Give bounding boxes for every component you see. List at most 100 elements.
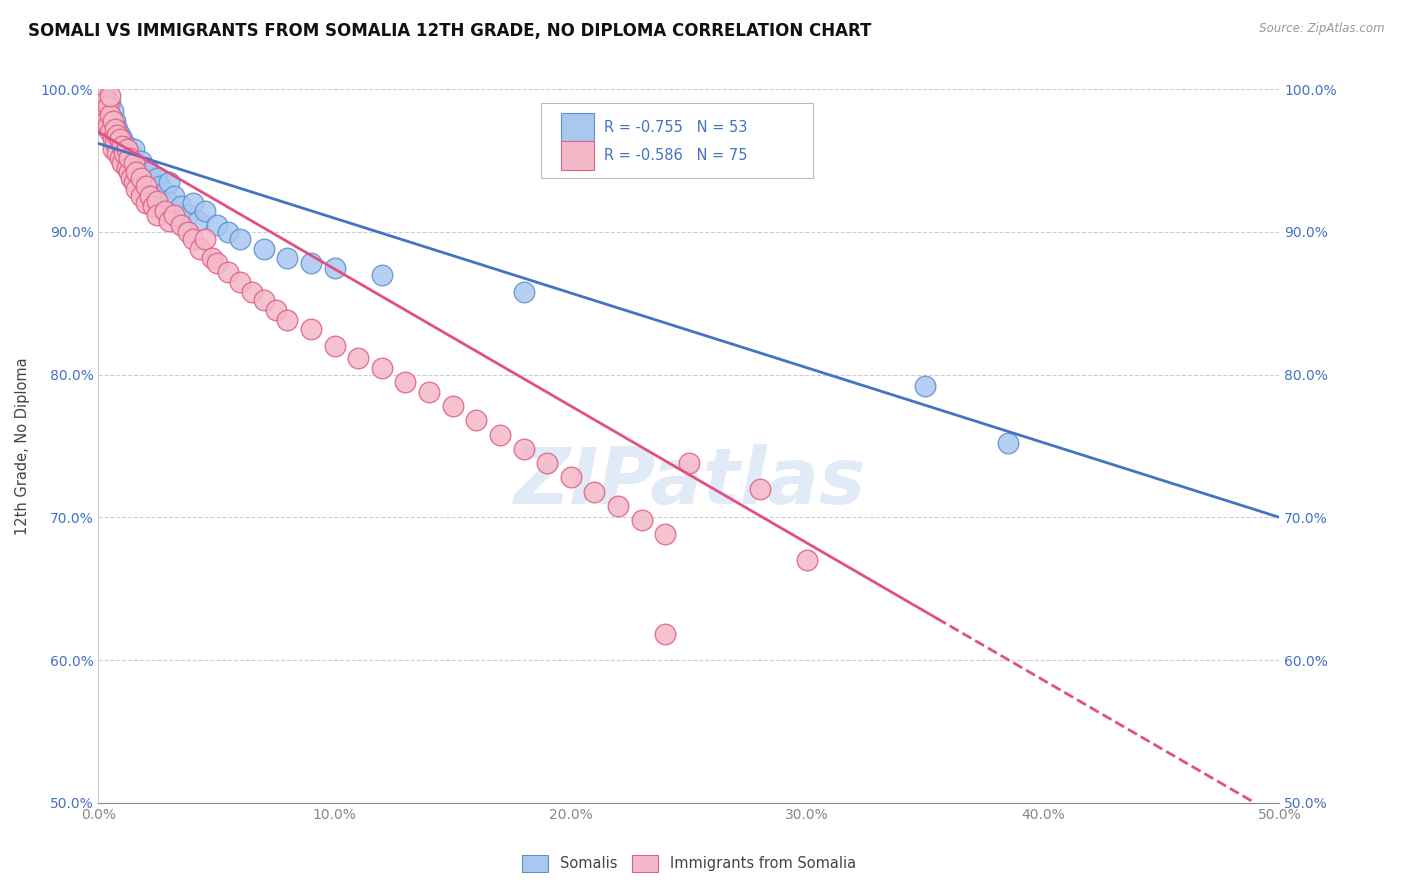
Point <box>654 527 676 541</box>
Point <box>299 322 322 336</box>
Point <box>418 384 440 399</box>
Y-axis label: 12th Grade, No Diploma: 12th Grade, No Diploma <box>15 357 30 535</box>
Point <box>512 442 534 456</box>
Point <box>142 199 165 213</box>
Point <box>94 94 117 108</box>
Point <box>125 165 148 179</box>
Point <box>217 265 239 279</box>
Point <box>97 99 120 113</box>
Point <box>122 156 145 170</box>
Point <box>187 213 209 227</box>
Point <box>115 139 138 153</box>
Point <box>630 513 652 527</box>
Point <box>139 165 162 179</box>
Point <box>201 251 224 265</box>
Text: SOMALI VS IMMIGRANTS FROM SOMALIA 12TH GRADE, NO DIPLOMA CORRELATION CHART: SOMALI VS IMMIGRANTS FROM SOMALIA 12TH G… <box>28 22 872 40</box>
Point <box>105 128 128 142</box>
Point <box>181 196 204 211</box>
Point <box>101 128 124 142</box>
Point <box>94 113 117 128</box>
Point <box>181 232 204 246</box>
Bar <box>561 141 595 169</box>
Point <box>104 132 127 146</box>
Point <box>121 146 143 161</box>
Point <box>153 203 176 218</box>
Point <box>105 146 128 161</box>
Point <box>98 96 121 111</box>
Point <box>129 189 152 203</box>
Point <box>142 182 165 196</box>
Point <box>146 170 169 185</box>
Bar <box>561 112 595 141</box>
Point <box>276 251 298 265</box>
Point <box>111 156 134 170</box>
Point <box>135 161 157 175</box>
Point <box>101 113 124 128</box>
Point <box>157 196 180 211</box>
Point <box>536 456 558 470</box>
FancyBboxPatch shape <box>541 103 813 178</box>
Point <box>104 122 127 136</box>
Point <box>108 142 131 156</box>
Point <box>323 260 346 275</box>
Point <box>112 151 135 165</box>
Point <box>125 182 148 196</box>
Point <box>997 436 1019 450</box>
Point <box>264 303 287 318</box>
Point <box>205 256 228 270</box>
Point <box>98 108 121 122</box>
Point <box>371 268 394 282</box>
Point <box>115 161 138 175</box>
Point <box>170 218 193 232</box>
Point <box>129 153 152 168</box>
Point <box>153 185 176 199</box>
Point <box>157 213 180 227</box>
Point <box>914 379 936 393</box>
Point <box>108 128 131 142</box>
Point <box>146 189 169 203</box>
Point <box>394 375 416 389</box>
Point <box>229 275 252 289</box>
Point <box>253 293 276 308</box>
Point <box>94 108 117 122</box>
Point <box>654 627 676 641</box>
Point <box>276 313 298 327</box>
Point <box>98 125 121 139</box>
Point <box>678 456 700 470</box>
Point <box>101 132 124 146</box>
Text: Source: ZipAtlas.com: Source: ZipAtlas.com <box>1260 22 1385 36</box>
Point <box>129 170 152 185</box>
Point <box>118 151 141 165</box>
Point <box>118 165 141 179</box>
Point <box>115 142 138 156</box>
Point <box>299 256 322 270</box>
Point <box>91 85 114 99</box>
Point <box>105 136 128 151</box>
Text: R = -0.586   N = 75: R = -0.586 N = 75 <box>605 148 748 163</box>
Point <box>98 89 121 103</box>
Point <box>157 175 180 189</box>
Legend: Somalis, Immigrants from Somalia: Somalis, Immigrants from Somalia <box>516 849 862 878</box>
Point <box>122 161 145 175</box>
Point <box>122 175 145 189</box>
Point <box>253 242 276 256</box>
Point <box>90 111 112 125</box>
Text: ZIPatlas: ZIPatlas <box>513 443 865 520</box>
Point <box>205 218 228 232</box>
Point <box>91 103 114 118</box>
Point <box>91 118 114 132</box>
Point <box>163 189 186 203</box>
Point <box>512 285 534 299</box>
Point <box>101 142 124 156</box>
Point <box>146 194 169 208</box>
Point <box>135 196 157 211</box>
Point <box>112 146 135 161</box>
Point <box>240 285 263 299</box>
Point <box>217 225 239 239</box>
Point <box>146 208 169 222</box>
Point <box>465 413 488 427</box>
Point <box>97 113 120 128</box>
Point <box>188 242 211 256</box>
Point <box>163 208 186 222</box>
Point <box>177 208 200 222</box>
